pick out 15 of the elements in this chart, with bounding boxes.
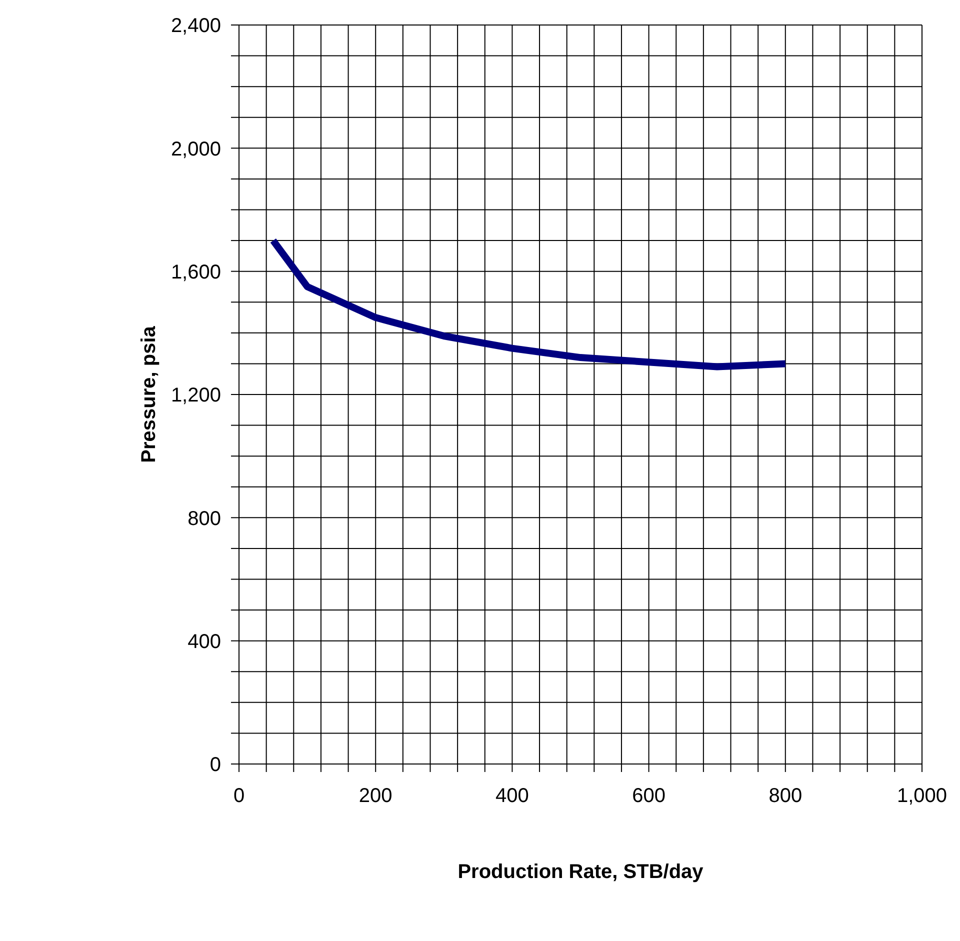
x-tick-label: 600 — [632, 785, 666, 808]
y-axis-title: Pressure, psia — [138, 325, 160, 463]
x-axis-title: Production Rate, STB/day — [458, 861, 704, 883]
y-tick-label: 400 — [188, 630, 221, 653]
y-tick-label: 2,400 — [170, 15, 221, 38]
y-tick-label: 2,000 — [170, 138, 221, 160]
y-tick-label: 0 — [210, 754, 221, 776]
x-tick-label: 200 — [358, 785, 392, 808]
y-tick-label: 800 — [188, 508, 221, 530]
y-tick-label: 1,600 — [170, 261, 221, 284]
x-tick-label: 400 — [496, 785, 529, 808]
x-tick-label: 800 — [768, 785, 802, 808]
y-tick-label: 1,200 — [170, 384, 221, 407]
x-tick-label: 1,000 — [896, 785, 948, 808]
x-tick-label: 0 — [233, 785, 245, 808]
